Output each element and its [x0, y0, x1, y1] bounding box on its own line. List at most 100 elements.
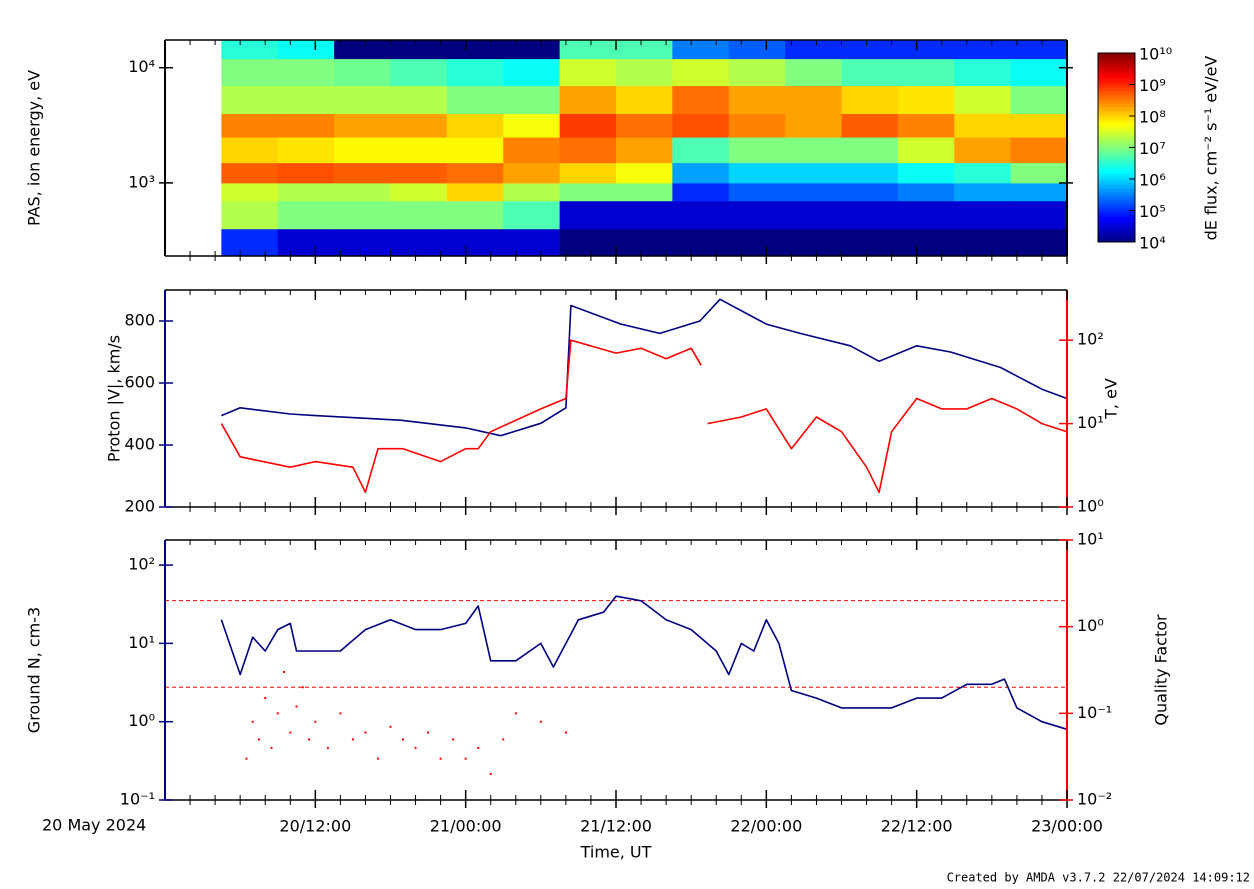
colorbar-swatch [1098, 153, 1135, 158]
colorbar-swatch [1098, 122, 1135, 126]
data-point [308, 738, 311, 741]
colorbar-swatch [1098, 147, 1135, 152]
data-point [283, 670, 286, 673]
colorbar-swatch [1098, 169, 1135, 174]
y-tick-label: 200 [124, 497, 155, 516]
colorbar-swatch [1098, 65, 1135, 70]
data-point [564, 731, 567, 734]
heatmap-cell [897, 113, 955, 138]
heatmap-cell [334, 182, 391, 202]
colorbar-swatch [1098, 59, 1135, 63]
heatmap-cell [897, 137, 955, 164]
colorbar-swatch [1098, 185, 1135, 189]
heatmap-cell [954, 85, 1012, 115]
heatmap-cell [616, 113, 673, 138]
heatmap-cell [1010, 228, 1068, 257]
heatmap-cell [503, 113, 561, 138]
y-tick-label: 10⁴ [128, 57, 155, 76]
colorbar-swatch [1098, 100, 1135, 104]
heatmap-cell [446, 113, 504, 138]
heatmap-cell [390, 85, 448, 115]
x-tick-label: 23/00:00 [1031, 817, 1103, 836]
y-tick-label: 10² [128, 555, 155, 574]
heatmap-cell [446, 182, 504, 202]
colorbar-swatch [1098, 182, 1135, 186]
heatmap-cell [559, 182, 617, 202]
heatmap-cell [221, 182, 279, 202]
colorbar-swatch [1098, 112, 1135, 117]
data-point [414, 746, 417, 749]
data-line [220, 339, 1068, 494]
data-point [464, 757, 467, 760]
y2-tick-label: 10⁻¹ [1077, 703, 1112, 722]
colorbar-swatch [1098, 179, 1135, 183]
heatmap-cell [841, 162, 899, 184]
heatmap-cell [221, 228, 279, 257]
colorbar-swatch [1098, 97, 1135, 101]
heatmap-cell [672, 113, 730, 138]
colorbar-tick-label: 10⁸ [1139, 108, 1166, 127]
heatmap-cell [334, 85, 391, 115]
colorbar-tick-label: 10⁵ [1139, 202, 1166, 221]
colorbar-swatch [1098, 163, 1135, 167]
heatmap-cell [897, 182, 955, 202]
heatmap-cell [1010, 200, 1068, 230]
x-tick-label: 21/00:00 [430, 817, 502, 836]
y2-tick-label: 10⁰ [1077, 497, 1104, 516]
heatmap-cell [390, 200, 448, 230]
heatmap-cell [728, 137, 786, 164]
heatmap-cell [390, 137, 448, 164]
heatmap-cell [503, 85, 561, 115]
heatmap-cell [841, 137, 899, 164]
heatmap-cell [390, 58, 448, 87]
heatmap-cell [1010, 58, 1068, 87]
heatmap-cell [503, 40, 561, 60]
y-axis-label: Proton |V|, km/s [105, 335, 124, 462]
heatmap-cell [390, 162, 448, 184]
heatmap-cell [785, 182, 842, 202]
data-point [389, 725, 392, 728]
colorbar-swatch [1098, 188, 1135, 193]
heatmap-cell [897, 200, 955, 230]
y-tick-label: 10¹ [128, 633, 155, 652]
colorbar-swatch [1098, 172, 1135, 177]
heatmap-cell [446, 162, 504, 184]
colorbar-swatch [1098, 175, 1135, 180]
heatmap-cell [503, 228, 561, 257]
y-tick-label: 600 [124, 373, 155, 392]
y2-axis-label: T, eV [1102, 378, 1121, 420]
x-tick-label: 22/12:00 [881, 817, 953, 836]
colorbar-swatch [1098, 87, 1135, 92]
colorbar-swatch [1098, 131, 1135, 136]
heatmap-cell [841, 182, 899, 202]
data-point [502, 738, 505, 741]
data-point [326, 746, 329, 749]
colorbar-swatch [1098, 213, 1135, 218]
heatmap-cell [616, 200, 673, 230]
heatmap-cell [728, 113, 786, 138]
colorbar-swatch [1098, 116, 1135, 120]
heatmap-cell [503, 182, 561, 202]
heatmap-cell [728, 85, 786, 115]
colorbar-swatch [1098, 216, 1135, 221]
heatmap-cell [503, 200, 561, 230]
colorbar-swatch [1098, 106, 1135, 111]
heatmap-cell [897, 162, 955, 184]
heatmap-cell [841, 200, 899, 230]
colorbar-swatch [1098, 71, 1135, 76]
x-tick-label: 20/12:00 [279, 817, 351, 836]
heatmap-cell [390, 40, 448, 60]
heatmap-cell [897, 228, 955, 257]
heatmap-cell [954, 113, 1012, 138]
colorbar-swatch [1098, 141, 1135, 145]
colorbar-swatch [1098, 75, 1135, 79]
heatmap-cell [277, 137, 335, 164]
colorbar-tick-label: 10⁶ [1139, 171, 1166, 190]
heatmap-cell [334, 137, 391, 164]
colorbar-tick-label: 10⁹ [1139, 76, 1166, 95]
x-tick-label: 21/12:00 [580, 817, 652, 836]
data-point [245, 757, 248, 760]
heatmap-cell [277, 113, 335, 138]
colorbar-tick-label: 10⁴ [1139, 234, 1166, 253]
